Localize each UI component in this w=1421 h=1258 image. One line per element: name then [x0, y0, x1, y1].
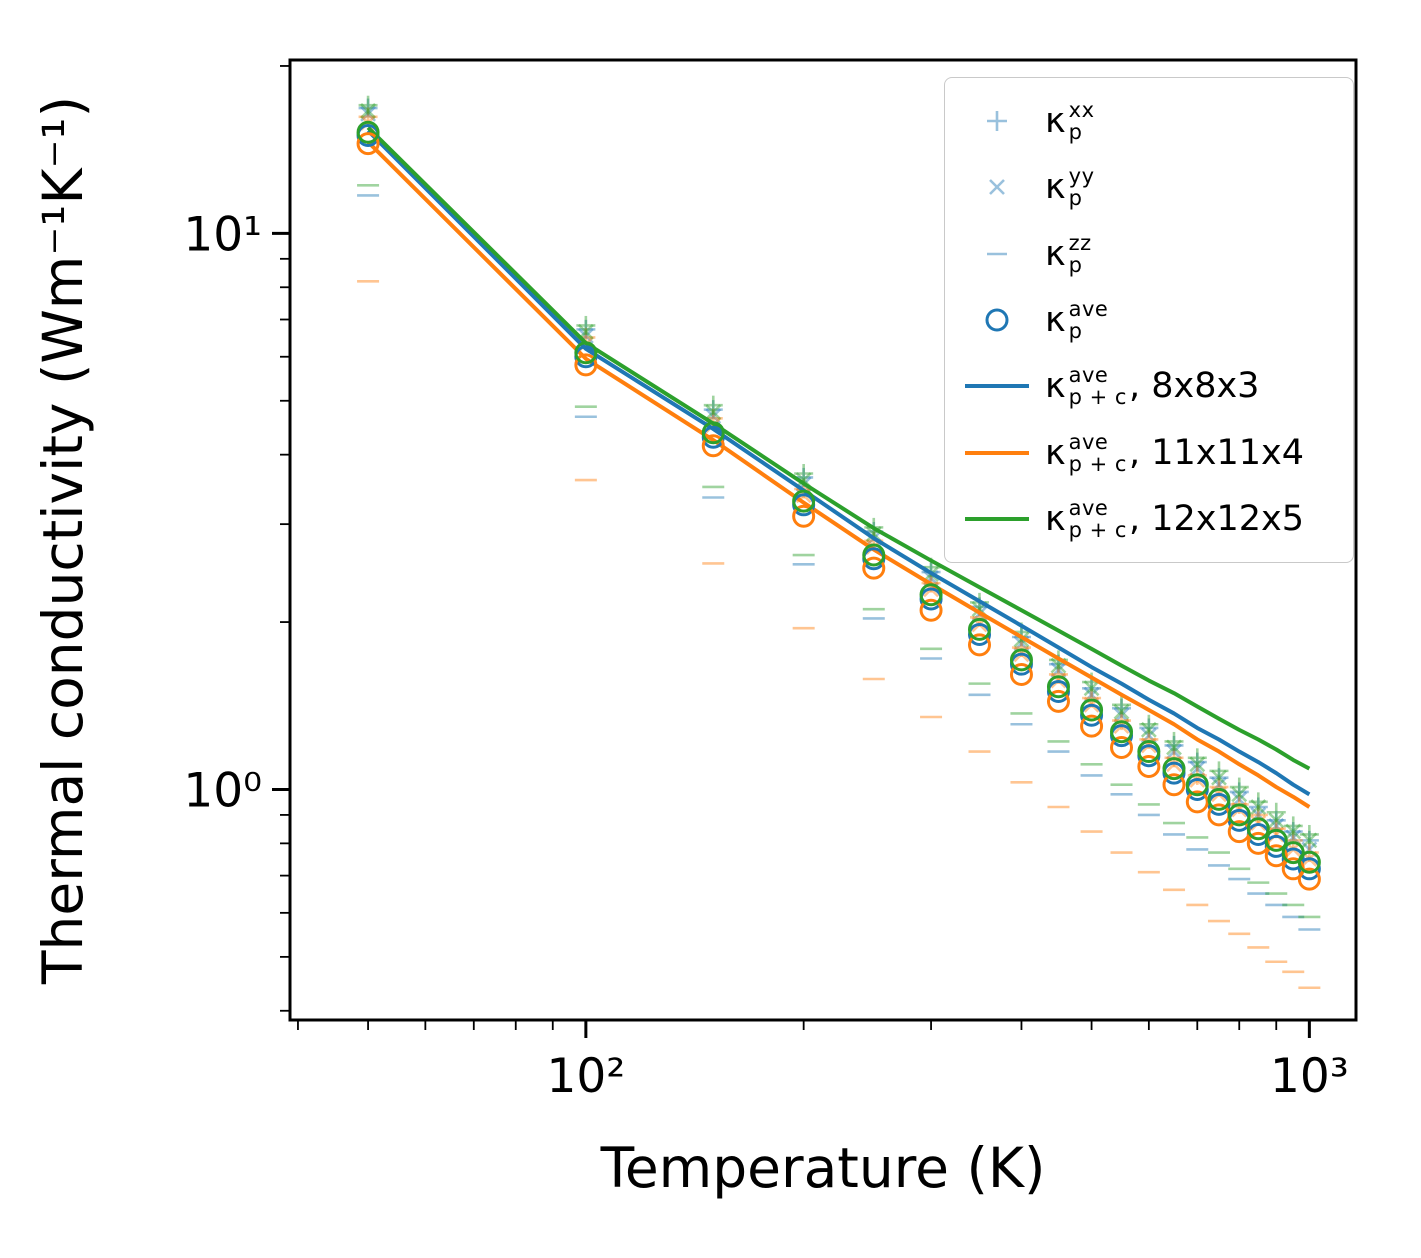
x-tick-label: 10²	[547, 1049, 626, 1104]
legend-entry: κ ave p	[959, 298, 1339, 342]
legend-line-icon	[965, 450, 1029, 455]
legend-entry: κ ave p + c, 8x8x3	[959, 364, 1339, 408]
line-series	[366, 140, 1311, 809]
legend-label: κ zz p	[1045, 230, 1092, 277]
legend-label: κ yy p	[1045, 164, 1095, 211]
legend-line-icon	[965, 516, 1029, 521]
line-series	[366, 126, 1311, 771]
legend-entry: κ ave p + c, 11x11x4	[959, 431, 1339, 475]
legend-entry: κ ave p + c, 12x12x5	[959, 497, 1339, 541]
legend-circle-icon	[985, 308, 1009, 332]
y-tick-label: 10⁰	[183, 763, 262, 818]
scatter-series	[356, 120, 1321, 874]
legend-label: κ ave p	[1045, 296, 1109, 343]
legend-label: κ ave p + c, 12x12x5	[1045, 495, 1304, 542]
scatter-series	[357, 279, 1321, 990]
legend-label: κ xx p	[1045, 98, 1095, 145]
line-series	[366, 129, 1311, 797]
legend-cross-icon	[989, 179, 1005, 196]
y-tick-label: 10¹	[183, 207, 262, 262]
scatter-series	[357, 194, 1321, 931]
legend-dash-icon	[987, 252, 1007, 256]
legend: κ xx p κ yy p κ zz p κ ave p κ ave p + c, 8x8x3 κ ave p +…	[944, 77, 1354, 563]
y-axis-label: Thermal conductivity (Wm⁻¹K⁻¹)	[31, 96, 95, 985]
legend-label: κ ave p + c, 8x8x3	[1045, 363, 1260, 410]
legend-entry: κ zz p	[959, 232, 1339, 276]
legend-line-icon	[965, 384, 1029, 389]
plot-area: 10² 10³ 10⁰ 10¹	[183, 58, 1358, 1104]
legend-entry: κ yy p	[959, 165, 1339, 209]
scatter-series	[357, 184, 1321, 919]
x-tick-label: 10³	[1270, 1049, 1349, 1104]
legend-label: κ ave p + c, 11x11x4	[1045, 429, 1304, 476]
x-axis-label: Temperature (K)	[600, 1136, 1046, 1200]
legend-entry: κ xx p	[959, 99, 1339, 143]
legend-plus-icon	[987, 111, 1007, 132]
